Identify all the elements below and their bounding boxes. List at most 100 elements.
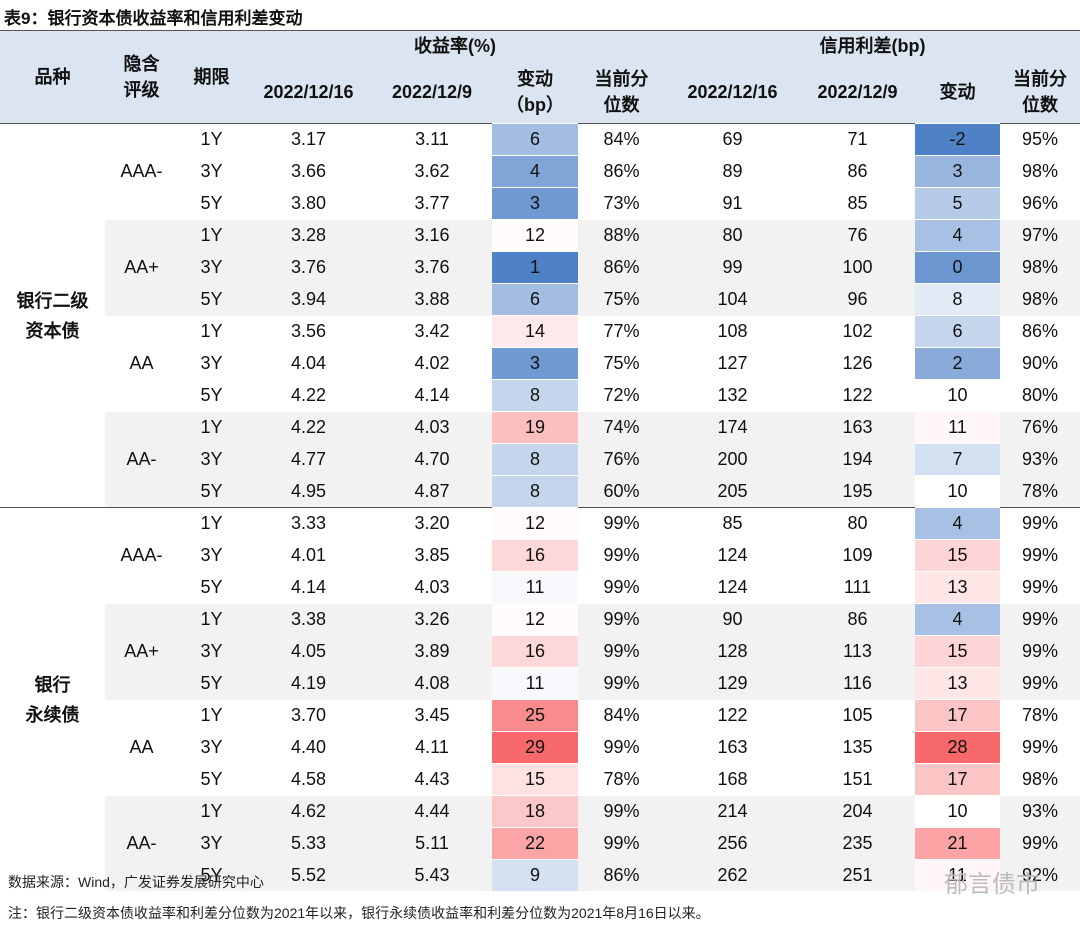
header: 品种 隐含 评级 期限 收益率(%) 信用利差(bp) 2022/12/16 202…	[0, 30, 1080, 124]
cell: 90	[665, 603, 800, 636]
change-cell: 17	[915, 763, 1000, 796]
cell: 99%	[578, 603, 665, 636]
cell: 76	[800, 219, 915, 252]
cell: 85	[847, 193, 868, 213]
cell: 4.03	[372, 411, 492, 444]
change-cell: 12	[492, 603, 578, 636]
cell: 78%	[1000, 475, 1080, 508]
row: 5Y 4.95 4.87 8 60% 205 195 10 78%	[0, 475, 1080, 508]
change-cell: 0	[915, 251, 1000, 284]
cell: 3.26	[372, 603, 492, 636]
change-cell: 2	[915, 347, 1000, 380]
change-cell: 11	[915, 859, 1000, 891]
row: 3Y 5.33 5.11 22 99% 256 235 21 99%	[0, 827, 1080, 860]
cell: 126	[842, 353, 873, 373]
change-cell: 8	[915, 283, 1000, 316]
cell: 4.22	[290, 385, 327, 405]
change-cell: 28	[915, 731, 1000, 764]
change-cell: 8	[492, 379, 578, 412]
row: AA+ 1Y 3.28 3.16 12 88% 80 76 4 97%	[0, 219, 1080, 316]
cell: 89	[722, 161, 743, 181]
rating-cell: AA	[129, 353, 154, 373]
cell: 80	[800, 507, 915, 540]
change-cell: 6	[492, 123, 578, 156]
cell: 80	[665, 219, 800, 252]
cell: 4.04	[290, 353, 327, 373]
cell: 5Y	[200, 577, 223, 597]
cell: 99	[665, 251, 800, 284]
cell: 3Y	[178, 827, 245, 860]
cell: 3Y	[200, 737, 223, 757]
cell: 113	[800, 635, 915, 668]
change-cell: 13	[915, 667, 1000, 700]
cell: 4.95	[245, 475, 372, 508]
change-cell: 11	[915, 411, 1000, 444]
text-line: 银行二级	[16, 290, 89, 311]
change-cell: 3	[492, 347, 578, 380]
text-line: 永续债	[25, 704, 80, 725]
cell: 204	[800, 795, 915, 828]
cell: 111	[843, 577, 872, 597]
cell: 86	[847, 161, 868, 181]
row: 5Y 3.94 3.88 6 75% 104 96 8 98%	[0, 283, 1080, 316]
cell: 4.01	[290, 545, 327, 565]
cell: 5Y	[178, 859, 245, 891]
cell: 3Y	[178, 635, 245, 668]
cell: 1Y	[178, 219, 245, 252]
cell: 129	[665, 667, 800, 700]
cell: 77%	[603, 321, 640, 341]
cell: 135	[842, 737, 873, 757]
cell: 122	[717, 705, 748, 725]
row: AA+ 1Y 3.38 3.26 12 99% 90 86 4 99%	[0, 603, 1080, 700]
rating-cell: AA	[129, 737, 154, 757]
cell: 96	[800, 283, 915, 316]
cell: 75%	[578, 283, 665, 316]
cell: 195	[800, 475, 915, 508]
category-cell: 银行 永续债	[0, 507, 105, 891]
header-cell: 2022/12/16	[665, 61, 800, 124]
text-line: 位数	[603, 95, 640, 115]
cell: 80%	[1022, 385, 1059, 405]
cell: 3.77	[414, 193, 450, 213]
cell: 91	[722, 193, 743, 213]
change-cell: 15	[915, 635, 1000, 668]
cell: 200	[665, 443, 800, 476]
cell: 85	[665, 507, 800, 540]
cell: 262	[665, 859, 800, 891]
change-cell: 3	[915, 155, 1000, 188]
cell: 3.38	[245, 603, 372, 636]
cell: 84%	[578, 123, 665, 156]
cell: 4.03	[414, 577, 450, 597]
change-cell: 14	[492, 315, 578, 348]
rating-cell: AAA-	[105, 123, 178, 220]
row: 5Y 4.19 4.08 11 99% 129 116 13 99%	[0, 667, 1080, 700]
watermark: 郁言债市	[944, 871, 1040, 898]
cell: 1Y	[178, 507, 245, 540]
cell: 71	[800, 123, 915, 156]
change-cell: -2	[915, 123, 1000, 156]
change-cell: 3	[492, 187, 578, 220]
row: 银行二级 资本债 AAA- 1Y 3.17 3.11 6 84% 69 71 -2 95%	[0, 123, 1080, 508]
cell: 108	[717, 321, 748, 341]
header-cell: 品种	[0, 30, 105, 124]
cell: 93%	[1000, 795, 1080, 828]
row: AA- 1Y 4.22 4.03 19 74% 174 163 11 76%	[0, 411, 1080, 508]
cell: 98%	[1000, 283, 1080, 316]
cell: 99%	[603, 545, 640, 565]
data-table: 品种 隐含 评级 期限 收益率(%) 信用利差(bp) 2022/12/16 202…	[0, 30, 1080, 891]
cell: 4.22	[245, 411, 372, 444]
cell: 99%	[1000, 667, 1080, 700]
header-cell: 变动	[915, 61, 1000, 124]
header-cell: 2022/12/9	[372, 61, 492, 124]
cell: 163	[800, 411, 915, 444]
header-cell: 2022/12/9	[800, 61, 915, 124]
row: 3Y 4.05 3.89 16 99% 128 113 15 99%	[0, 635, 1080, 668]
cell: 256	[665, 827, 800, 860]
cell: 235	[800, 827, 915, 860]
row: 5Y 5.52 5.43 9 86% 262 251 11 92%	[0, 859, 1080, 891]
change-cell: 12	[492, 507, 578, 540]
header-cell: 变动 （bp）	[492, 61, 578, 124]
row: AA 1Y 3.56 3.42 14 77% 108 102 6 86%	[0, 315, 1080, 373]
header-cell: 当前分 位数	[1000, 61, 1080, 124]
